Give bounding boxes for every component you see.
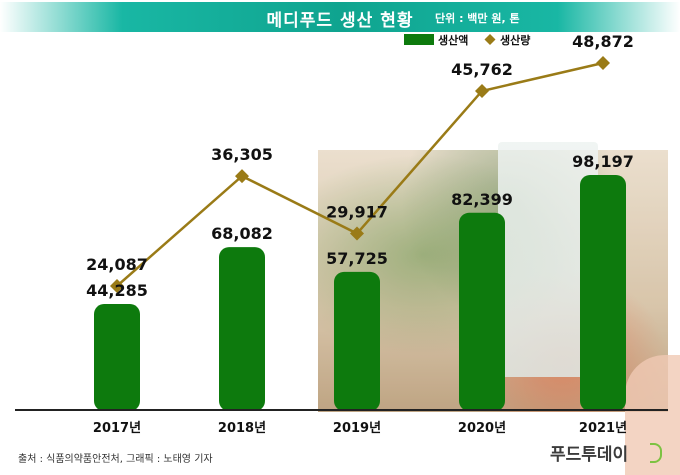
line-value-label-1: 36,305: [211, 145, 273, 164]
source-text: 출처 : 식품의약품안전처, 그래픽 : 노태영 기자: [18, 454, 213, 465]
line-value-label-3: 45,762: [451, 60, 513, 79]
bar-0: [94, 304, 140, 411]
bar-value-label-2: 57,725: [326, 249, 388, 268]
x-tick-label-1: 2018년: [218, 421, 266, 436]
line-point-3: [475, 83, 489, 98]
x-tick-label-4: 2021년: [579, 421, 627, 436]
line-point-2: [350, 226, 364, 241]
line-point-0: [110, 279, 124, 293]
bar-value-label-3: 82,399: [451, 190, 513, 209]
bar-3: [459, 212, 505, 411]
line-value-label-4: 48,872: [572, 32, 634, 51]
title-bar: [0, 2, 680, 32]
x-tick-label-2: 2019년: [333, 421, 381, 436]
bar-4: [580, 175, 626, 411]
legend-swatch-bar: [404, 34, 434, 45]
x-tick-label-0: 2017년: [93, 421, 141, 436]
legend: 생산액 생산량: [404, 33, 530, 47]
line-value-label-0: 24,087: [86, 255, 148, 274]
chart-title: 메디푸드 생산 현황: [266, 11, 414, 31]
brand-logo-mark: [650, 443, 662, 463]
unit-label: 단위 : 백만 원, 톤: [435, 12, 520, 25]
bar-value-label-4: 98,197: [572, 152, 634, 171]
bar-2: [334, 271, 380, 411]
x-tick-label-3: 2020년: [458, 421, 506, 436]
bar-value-label-0: 44,285: [86, 281, 148, 300]
line-point-1: [235, 169, 249, 184]
line-value-label-2: 29,917: [326, 203, 388, 222]
line-point-4: [596, 56, 610, 70]
brand-logo-text: 푸드투데이: [550, 445, 629, 465]
bar-value-label-1: 68,082: [211, 224, 273, 243]
legend-label-bar: 생산액: [438, 33, 468, 47]
legend-swatch-line: [484, 34, 496, 45]
legend-label-line: 생산량: [500, 33, 530, 47]
bar-1: [219, 247, 265, 411]
